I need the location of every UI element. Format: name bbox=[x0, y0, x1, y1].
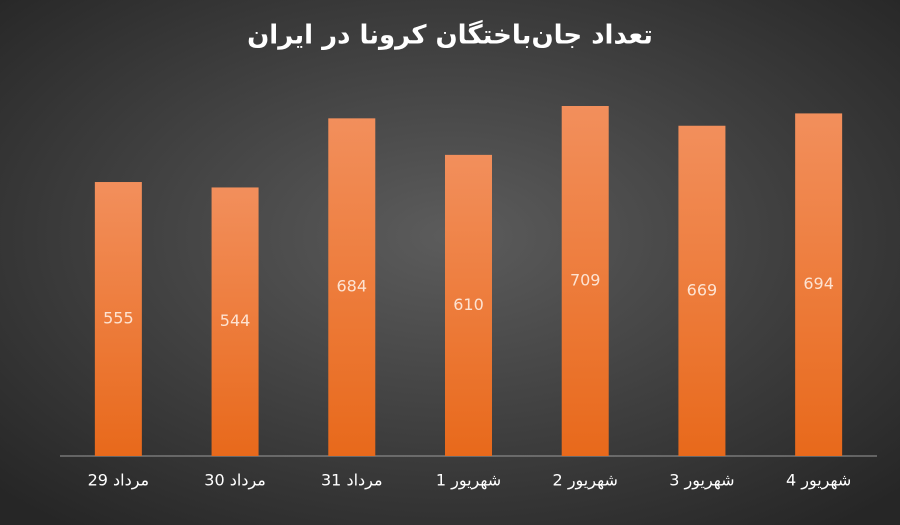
bar bbox=[795, 113, 843, 457]
bar bbox=[211, 187, 259, 456]
bar bbox=[561, 106, 609, 456]
data-label: 694 bbox=[803, 274, 834, 293]
x-tick-label: 2 شهریور bbox=[553, 471, 618, 491]
x-tick-label: 29 مرداد bbox=[88, 471, 150, 491]
x-tick-label: 30 مرداد bbox=[204, 471, 266, 491]
x-tick-label: 4 شهریور bbox=[786, 471, 851, 491]
bar bbox=[94, 182, 142, 456]
data-label: 544 bbox=[220, 311, 251, 330]
data-label: 610 bbox=[453, 295, 484, 314]
data-label: 555 bbox=[103, 309, 134, 328]
data-label: 709 bbox=[570, 271, 601, 290]
x-tick-label: 1 شهریور bbox=[436, 471, 501, 491]
bar bbox=[678, 125, 726, 456]
bar bbox=[445, 154, 492, 456]
bar bbox=[328, 118, 376, 457]
x-tick-label: 3 شهریور bbox=[669, 471, 734, 491]
data-label: 684 bbox=[337, 277, 368, 296]
x-tick-label: 31 مرداد bbox=[321, 471, 383, 491]
data-label: 669 bbox=[687, 280, 718, 299]
chart-title: تعداد جان‌باختگان کرونا در ایران bbox=[247, 20, 653, 51]
